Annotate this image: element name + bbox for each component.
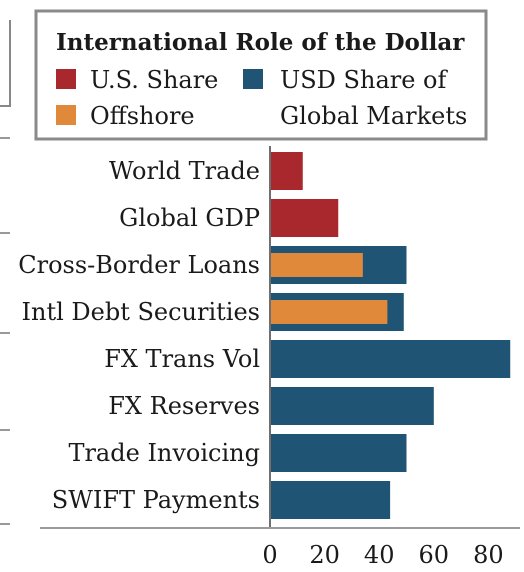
legend-label-offshore: Offshore	[90, 102, 195, 130]
legend-swatch-usd-share	[243, 69, 263, 89]
category-label-world-trade: World Trade	[109, 157, 260, 185]
legend-title: International Role of the Dollar	[56, 29, 465, 56]
bar-u-s-share-world-trade	[270, 152, 303, 190]
category-label-trade-invoicing: Trade Invoicing	[68, 439, 260, 467]
bar-offshore-cross-border-loans	[270, 253, 363, 277]
x-tick-label-40: 40	[364, 541, 395, 569]
legend-swatch-us-share	[56, 69, 76, 89]
legend-label-usd-share-line1: USD Share of	[280, 66, 449, 94]
bar-usd-share-of-global-markets-fx-reserves	[270, 387, 434, 425]
legend-swatch-offshore	[56, 105, 76, 125]
category-label-global-gdp: Global GDP	[119, 204, 260, 232]
bar-offshore-intl-debt-securities	[270, 300, 388, 324]
category-label-intl-debt-securities: Intl Debt Securities	[22, 298, 261, 326]
bar-usd-share-of-global-markets-swift-payments	[270, 481, 391, 519]
legend-label-usd-share-line2: Global Markets	[280, 102, 467, 130]
x-tick-label-20: 20	[309, 541, 340, 569]
x-tick-label-60: 60	[419, 541, 450, 569]
legend-label-us-share: U.S. Share	[90, 66, 218, 94]
plot-area: World Trade Global GDP Cross-Border Loans I…	[18, 146, 520, 569]
x-tick-label-80: 80	[473, 541, 504, 569]
category-label-swift-payments: SWIFT Payments	[52, 486, 260, 514]
category-label-fx-trans-vol: FX Trans Vol	[104, 345, 260, 373]
category-label-fx-reserves: FX Reserves	[108, 392, 260, 420]
x-tick-label-0: 0	[262, 541, 277, 569]
left-panel-fragment	[0, 20, 11, 525]
bar-usd-share-of-global-markets-fx-trans-vol	[270, 340, 511, 378]
bar-usd-share-of-global-markets-trade-invoicing	[270, 434, 407, 472]
legend: International Role of the Dollar U.S. Sh…	[34, 9, 488, 141]
category-label-cross-border-loans: Cross-Border Loans	[18, 251, 260, 279]
bar-u-s-share-global-gdp	[270, 199, 339, 237]
